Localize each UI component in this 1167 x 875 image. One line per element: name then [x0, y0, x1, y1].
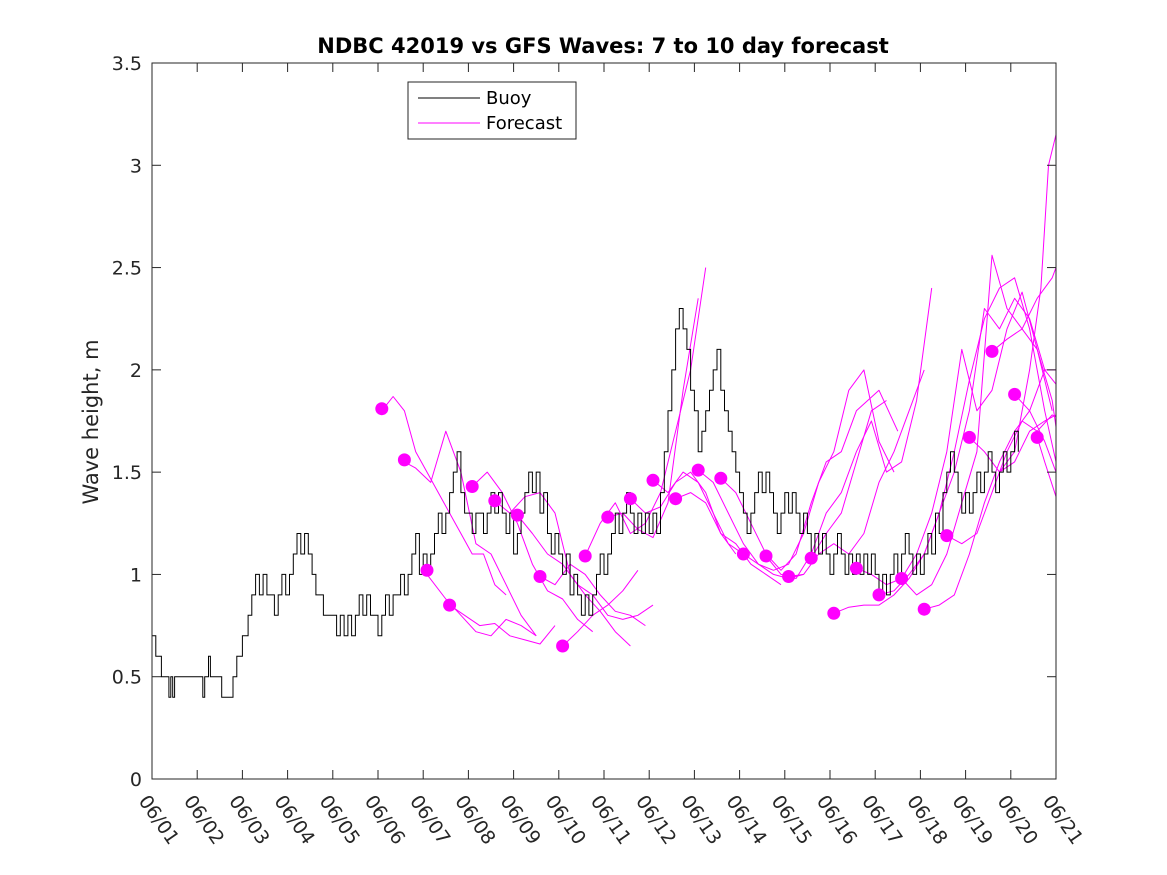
- x-tick-label: 06/19: [948, 791, 997, 848]
- forecast-line: [449, 604, 556, 645]
- x-tick-label: 06/02: [179, 791, 228, 848]
- forecast-marker: [601, 510, 615, 524]
- forecast-line: [999, 134, 1057, 473]
- x-tick-label: 06/12: [631, 791, 680, 848]
- y-axis-label: Wave height, m: [79, 339, 103, 504]
- forecast-marker: [646, 473, 660, 487]
- forecast-marker: [669, 492, 683, 506]
- y-tick-label: 1: [130, 564, 142, 586]
- forecast-line: [400, 430, 537, 637]
- x-tick-label: 06/07: [405, 791, 454, 848]
- x-tick-label: 06/15: [767, 791, 816, 848]
- forecast-marker: [623, 492, 637, 506]
- x-tick-label: 06/13: [676, 791, 725, 848]
- forecast-marker: [827, 606, 841, 620]
- forecast-marker: [443, 598, 457, 612]
- x-tick-label: 06/06: [360, 791, 409, 848]
- forecast-line: [878, 277, 1057, 596]
- legend-forecast-label: Forecast: [486, 113, 562, 134]
- x-tick-label: 06/20: [993, 791, 1042, 848]
- y-tick-label: 2.5: [112, 258, 142, 280]
- forecast-marker: [917, 602, 931, 616]
- x-tick-label: 06/18: [902, 791, 951, 848]
- x-tick-label: 06/04: [270, 791, 319, 848]
- y-tick-label: 2: [130, 360, 142, 382]
- x-tick-label: 06/16: [812, 791, 861, 848]
- forecast-markers: [375, 344, 1044, 653]
- forecast-marker: [849, 561, 863, 575]
- y-tick-label: 0.5: [112, 667, 142, 689]
- forecast-marker: [1008, 387, 1022, 401]
- plot-area: [151, 62, 1057, 780]
- x-tick-label: 06/01: [134, 791, 183, 848]
- forecast-line: [856, 291, 1057, 586]
- forecast-line: [969, 414, 1057, 473]
- y-tick-label: 0: [130, 769, 142, 791]
- x-tick-label: 06/10: [541, 791, 590, 848]
- forecast-marker: [465, 480, 479, 493]
- legend: Buoy Forecast: [407, 81, 577, 140]
- forecast-marker: [533, 570, 547, 583]
- forecast-line: [810, 400, 887, 559]
- forecast-marker: [985, 344, 999, 358]
- x-tick-label: 06/14: [722, 791, 771, 848]
- forecast-marker: [1030, 430, 1044, 444]
- forecast-line: [1014, 394, 1057, 473]
- x-tick-label: 06/21: [1038, 791, 1087, 848]
- forecast-line: [562, 570, 639, 647]
- forecast-marker: [691, 463, 705, 477]
- forecast-marker: [556, 639, 570, 653]
- forecast-line: [901, 254, 1053, 596]
- forecast-marker: [804, 551, 818, 565]
- y-axis: 0 0.5 1 1.5 2 2.5 3 3.5: [112, 53, 1056, 791]
- forecast-marker: [736, 547, 750, 561]
- forecast-marker: [759, 549, 773, 563]
- forecast-line: [494, 492, 631, 647]
- y-tick-label: 3: [130, 155, 142, 177]
- forecast-marker: [397, 453, 411, 467]
- forecast-line: [630, 471, 737, 555]
- x-tick-label: 06/08: [450, 791, 499, 848]
- legend-buoy-label: Buoy: [486, 88, 532, 109]
- x-tick-label: 06/09: [496, 791, 545, 848]
- forecast-line: [539, 563, 646, 627]
- forecast-marker: [714, 471, 728, 485]
- y-tick-label: 3.5: [112, 53, 142, 75]
- forecast-marker: [578, 549, 592, 563]
- forecast-marker: [895, 572, 909, 585]
- forecast-line: [924, 369, 1056, 610]
- y-tick-label: 1.5: [112, 462, 142, 484]
- forecast-line: [517, 514, 654, 620]
- forecast-lines: [381, 134, 1057, 647]
- forecast-line: [991, 267, 1057, 352]
- forecast-line: [1036, 437, 1057, 497]
- x-tick-label: 06/05: [315, 791, 364, 848]
- forecast-marker: [510, 508, 524, 522]
- x-tick-label: 06/17: [857, 791, 906, 848]
- forecast-marker: [420, 563, 434, 577]
- forecast-marker: [962, 430, 976, 444]
- forecast-marker: [488, 494, 502, 508]
- forecast-line: [471, 471, 594, 633]
- plot-background: [152, 63, 1056, 779]
- forecast-line: [381, 396, 507, 596]
- forecast-marker: [872, 588, 886, 602]
- forecast-marker: [782, 570, 796, 583]
- forecast-line: [652, 471, 744, 555]
- x-tick-label: 06/03: [224, 791, 273, 848]
- legend-box: [407, 81, 577, 140]
- forecast-line: [743, 369, 895, 571]
- forecast-marker: [940, 529, 954, 543]
- chart-title: NDBC 42019 vs GFS Waves: 7 to 10 day for…: [317, 34, 888, 58]
- forecast-marker: [375, 402, 389, 416]
- forecast-line: [675, 492, 782, 586]
- x-tick-label: 06/11: [586, 791, 635, 848]
